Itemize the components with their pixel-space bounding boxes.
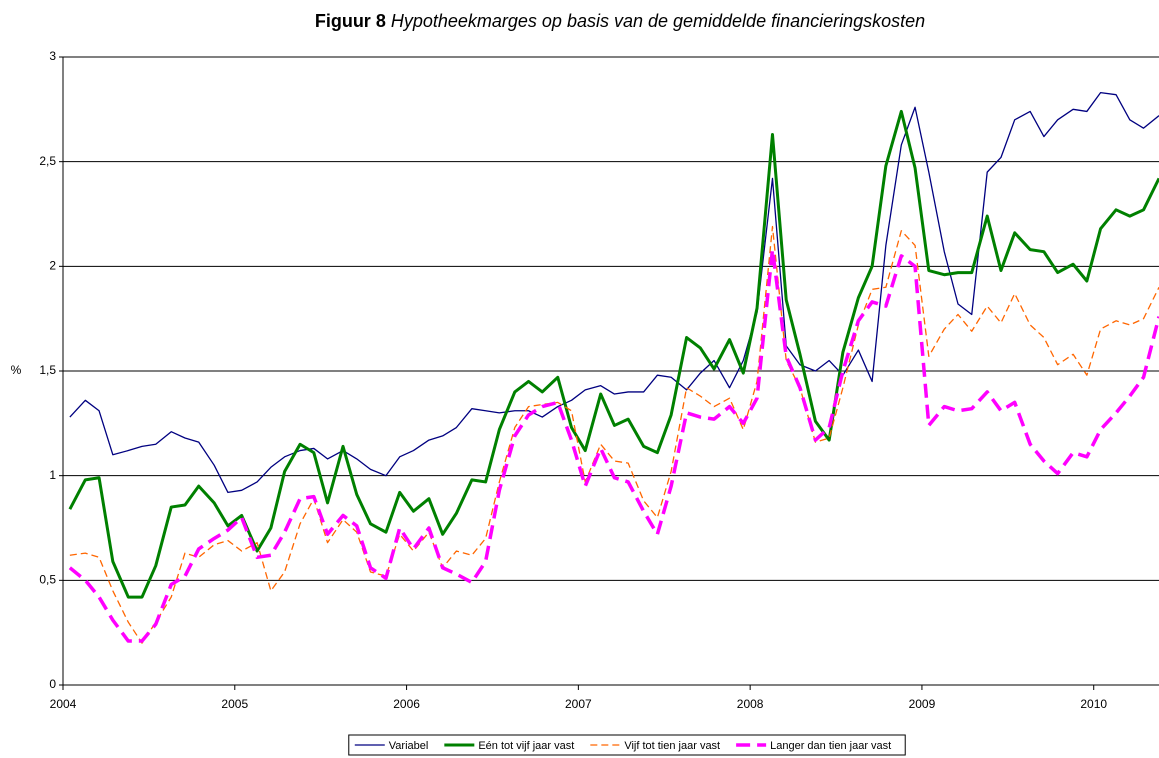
y-tick-label: 2 bbox=[49, 259, 56, 273]
x-tick-label: 2005 bbox=[221, 697, 248, 711]
series-line bbox=[69, 225, 1159, 644]
series-line bbox=[68, 247, 1159, 643]
legend-label: Variabel bbox=[389, 740, 429, 752]
x-tick-label: 2009 bbox=[909, 697, 936, 711]
series-line bbox=[68, 109, 1159, 599]
legend-label: Eén tot vijf jaar vast bbox=[478, 740, 574, 752]
y-tick-label: 0 bbox=[49, 677, 56, 691]
y-axis-label: % bbox=[11, 363, 22, 377]
legend-label: Langer dan tien jaar vast bbox=[770, 740, 891, 752]
x-tick-label: 2010 bbox=[1080, 697, 1107, 711]
chart-title-label: Figuur 8 bbox=[315, 11, 386, 31]
y-tick-label: 1 bbox=[49, 468, 56, 482]
legend-label: Vijf tot tien jaar vast bbox=[624, 740, 720, 752]
legend-box bbox=[348, 734, 906, 756]
series-line bbox=[69, 91, 1159, 494]
chart-title-group: Figuur 8 Hypotheekmarges op basis van de… bbox=[315, 11, 925, 31]
x-tick-label: 2006 bbox=[393, 697, 420, 711]
y-tick-label: 3 bbox=[49, 49, 56, 63]
chart-title: Hypotheekmarges op basis van de gemiddel… bbox=[391, 11, 925, 31]
x-tick-label: 2004 bbox=[50, 697, 77, 711]
x-tick-label: 2007 bbox=[565, 697, 592, 711]
y-tick-label: 1,5 bbox=[39, 363, 56, 377]
x-tick-label: 2008 bbox=[737, 697, 764, 711]
y-tick-label: 0,5 bbox=[39, 573, 56, 587]
y-tick-label: 2,5 bbox=[39, 154, 56, 168]
